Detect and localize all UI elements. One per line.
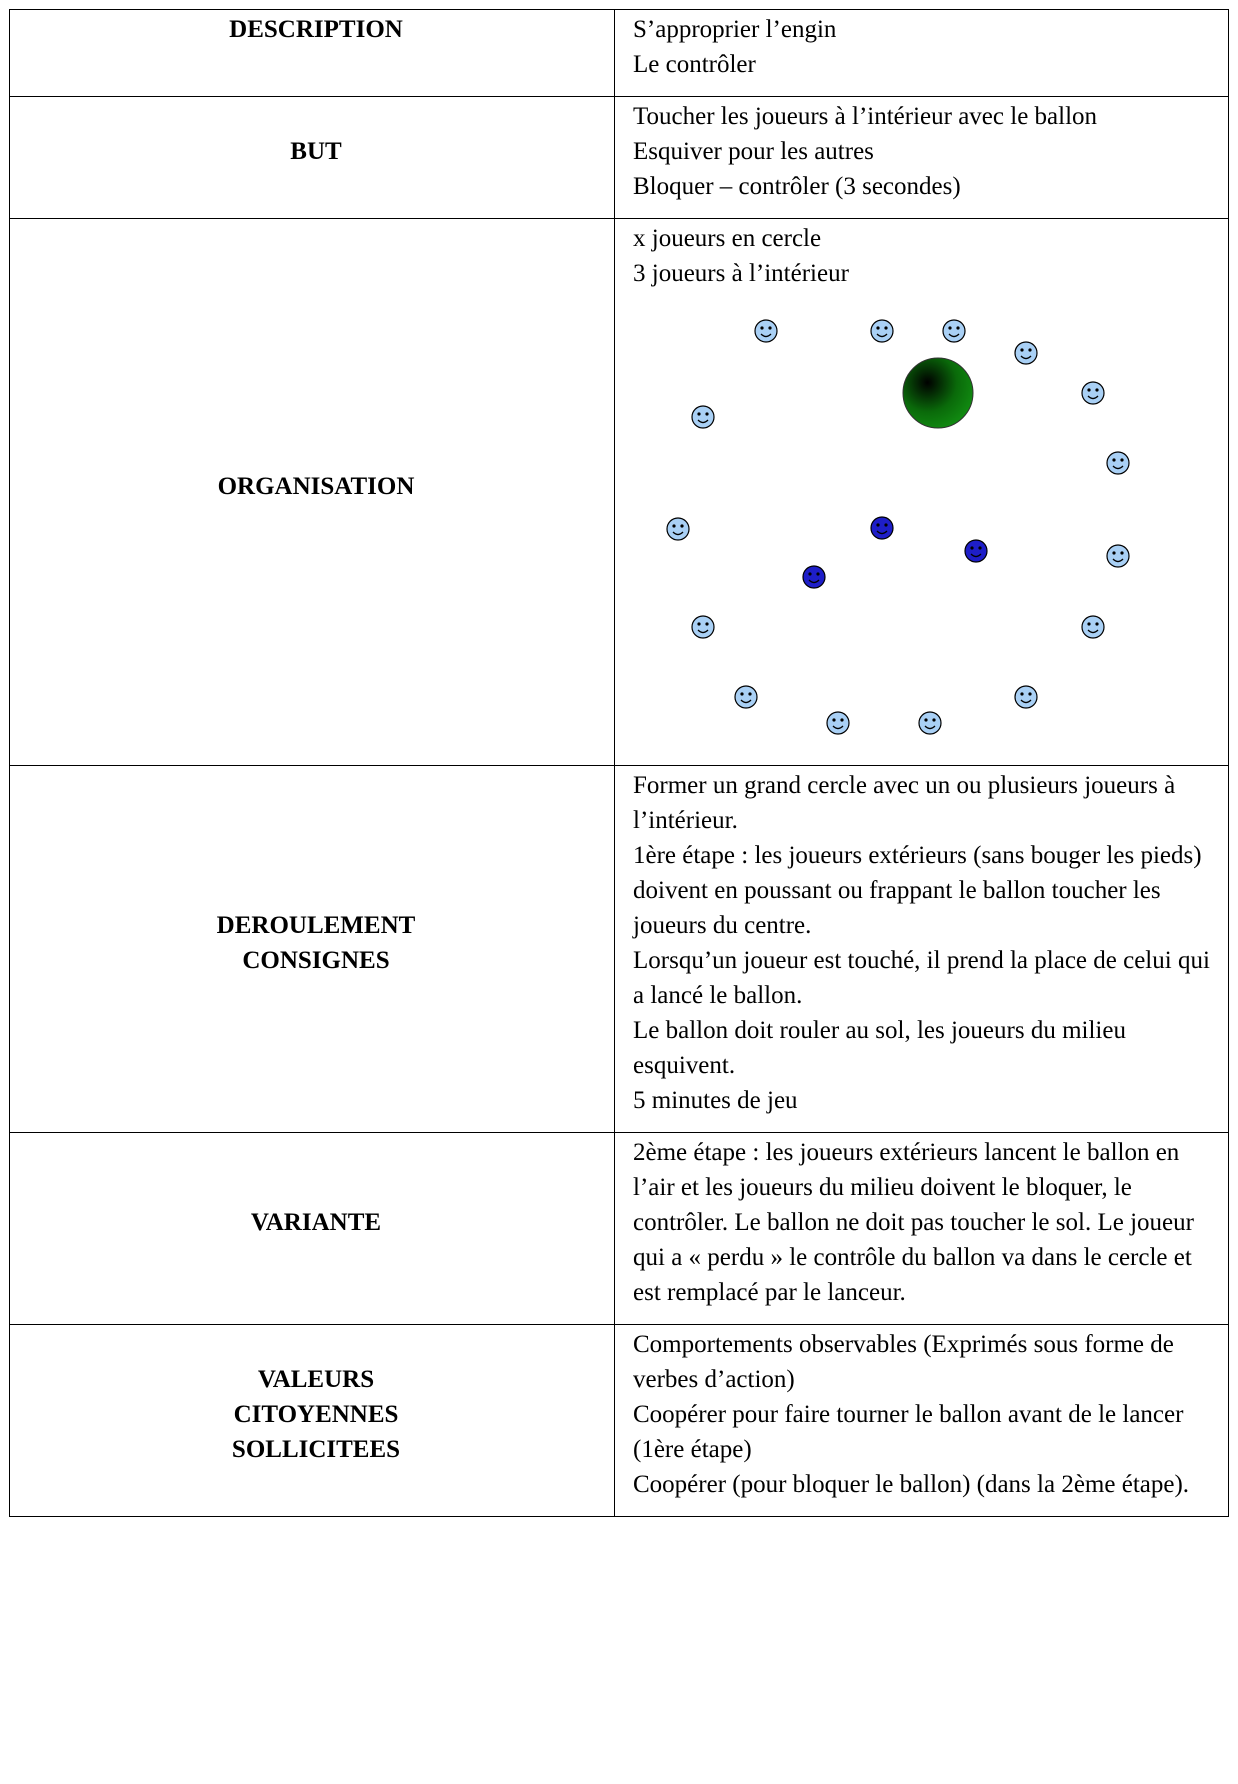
content-line: Lorsqu’un joueur est touché, il prend la… <box>633 947 1210 1009</box>
row-label: BUT <box>9 96 615 219</box>
label-line: ORGANISATION <box>217 472 415 500</box>
row-label: VARIANTE <box>9 1132 615 1325</box>
row-label: VALEURS CITOYENNES SOLLICITEES <box>9 1324 615 1517</box>
row-label: ORGANISATION <box>9 218 615 766</box>
table-row: DEROULEMENT CONSIGNES Former un grand cerc… <box>9 765 1229 1133</box>
content-line: Esquiver pour les autres <box>633 138 874 165</box>
row-content: Toucher les joueurs à l’intérieur avec l… <box>614 96 1229 219</box>
row-label: DESCRIPTION <box>9 9 615 97</box>
label-line: SOLLICITEES <box>231 1436 401 1463</box>
content-line: Le ballon doit rouler au sol, les joueur… <box>633 1017 1126 1079</box>
content-line: Toucher les joueurs à l’intérieur avec l… <box>633 103 1098 130</box>
table-row: VARIANTE 2ème étape : les joueurs extérie… <box>9 1132 1229 1325</box>
row-content: x joueurs en cercle 3 joueurs à l’intérie… <box>614 218 1229 766</box>
content-line: S’approprier l’engin <box>633 16 837 43</box>
content-line: Coopérer pour faire tourner le ballon av… <box>633 1401 1184 1463</box>
table-row: DESCRIPTION S’approprier l’engin Le contrô… <box>9 9 1229 97</box>
content-line: Coopérer (pour bloquer le ballon) (dans … <box>633 1471 1190 1498</box>
label-line: DEROULEMENT <box>216 912 416 939</box>
circle-diagram <box>666 319 1130 735</box>
row-content: Comportements observables (Exprimés sous… <box>614 1324 1229 1517</box>
content-line: 1ère étape : les joueurs extérieurs (san… <box>633 842 1202 939</box>
content-line: Former un grand cercle avec un ou plusie… <box>633 772 1176 834</box>
content-line: x joueurs en cercle <box>633 225 822 252</box>
table-row: ORGANISATION x joueurs en cercle 3 joueurs… <box>9 218 1229 766</box>
content-line: Comportements observables (Exprimés sous… <box>633 1331 1174 1393</box>
label-line: VARIANTE <box>250 1209 382 1236</box>
row-content: 2ème étape : les joueurs extérieurs lanc… <box>614 1132 1229 1325</box>
content-line: Bloquer – contrôler (3 secondes) <box>633 173 961 200</box>
label-line: BUT <box>290 138 342 165</box>
label-line: CITOYENNES <box>233 1401 399 1428</box>
ball <box>902 357 974 429</box>
activity-table: DESCRIPTION S’approprier l’engin Le contrô… <box>9 9 1229 1517</box>
inner-players <box>802 516 988 589</box>
content-line: Le contrôler <box>633 51 756 78</box>
content-line: 2ème étape : les joueurs extérieurs lanc… <box>633 1139 1194 1306</box>
label-line: VALEURS <box>257 1366 375 1393</box>
row-content: Former un grand cercle avec un ou plusie… <box>614 765 1229 1133</box>
row-content: S’approprier l’engin Le contrôler <box>614 9 1229 97</box>
content-line: 5 minutes de jeu <box>633 1087 798 1114</box>
table-row: VALEURS CITOYENNES SOLLICITEES Comportement… <box>9 1324 1229 1517</box>
content-line: 3 joueurs à l’intérieur <box>633 260 849 287</box>
outer-players <box>666 319 1130 735</box>
label-line: DESCRIPTION <box>229 16 403 43</box>
label-line: CONSIGNES <box>242 947 390 974</box>
row-label: DEROULEMENT CONSIGNES <box>9 765 615 1133</box>
table-row: BUT Toucher les joueurs à l’intérieur ave… <box>9 96 1229 219</box>
